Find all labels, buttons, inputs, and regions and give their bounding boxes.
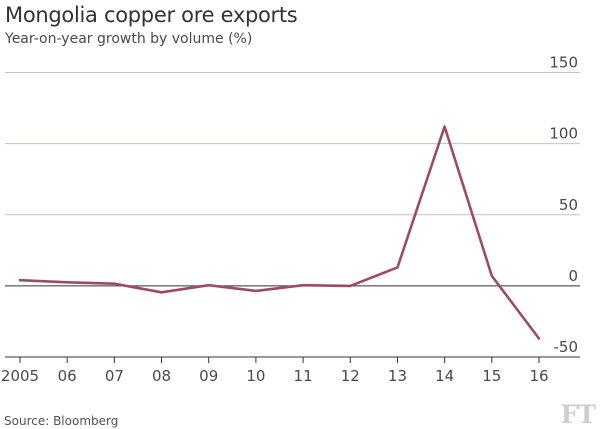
x-tick-label: 09 <box>199 367 218 385</box>
series-line <box>18 125 541 340</box>
source-note: Source: Bloomberg <box>4 414 119 428</box>
y-tick-label: 0 <box>568 267 578 285</box>
x-tick-label: 07 <box>105 367 124 385</box>
chart-title: Mongolia copper ore exports <box>5 3 298 27</box>
x-tick-label: 14 <box>435 367 454 385</box>
x-tick-label: 13 <box>388 367 407 385</box>
chart-subtitle: Year-on-year growth by volume (%) <box>5 31 253 47</box>
x-tick-label: 08 <box>152 367 171 385</box>
y-tick-label: 150 <box>549 54 578 72</box>
x-tick-label: 16 <box>529 367 548 385</box>
x-tick-label: 12 <box>341 367 360 385</box>
x-tick-label: 2005 <box>1 367 39 385</box>
y-tick-label: -50 <box>554 338 579 356</box>
y-tick-label: 50 <box>559 196 578 214</box>
x-tick-label: 10 <box>246 367 265 385</box>
ft-logo: FT <box>560 400 596 429</box>
x-tick-label: 06 <box>58 367 77 385</box>
x-tick-label: 15 <box>482 367 501 385</box>
y-tick-label: 100 <box>549 125 578 143</box>
x-tick-label: 11 <box>294 367 313 385</box>
